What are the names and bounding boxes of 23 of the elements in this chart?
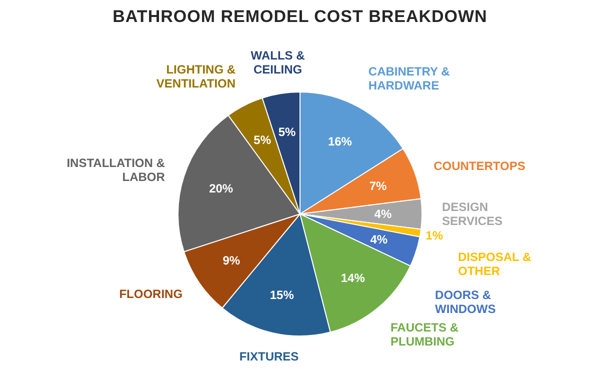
data-label: 5% — [278, 125, 296, 140]
slice-label: FIXTURES — [239, 350, 299, 364]
data-label: 9% — [222, 254, 240, 268]
slice-label: DOORS & WINDOWS — [435, 288, 496, 316]
data-label: 14% — [340, 270, 366, 285]
data-label: 4% — [370, 232, 388, 247]
slice-label: LIGHTING & VENTILATION — [156, 62, 236, 90]
slice-label: COUNTERTOPS — [434, 158, 526, 173]
data-label: 15% — [270, 288, 294, 302]
data-label: 4% — [374, 207, 392, 221]
chart-title: BATHROOM REMODEL COST BREAKDOWN — [112, 6, 488, 28]
data-label: 7% — [369, 178, 388, 193]
slice-label: CABINETRY & HARDWARE — [368, 64, 450, 93]
data-label: 5% — [254, 133, 272, 148]
slice-label: WALLS & CEILING — [250, 48, 306, 77]
slice-label: FLOORING — [119, 286, 183, 301]
data-label: 1% — [426, 228, 444, 242]
data-label: 20% — [209, 181, 234, 196]
slice-label: DISPOSAL & OTHER — [458, 250, 532, 278]
slice-label: FAUCETS & PLUMBING — [390, 320, 459, 348]
slice-label: DESIGN SERVICES — [442, 200, 502, 228]
data-label: 16% — [328, 134, 352, 148]
slice-label: INSTALLATION & LABOR — [66, 156, 166, 184]
